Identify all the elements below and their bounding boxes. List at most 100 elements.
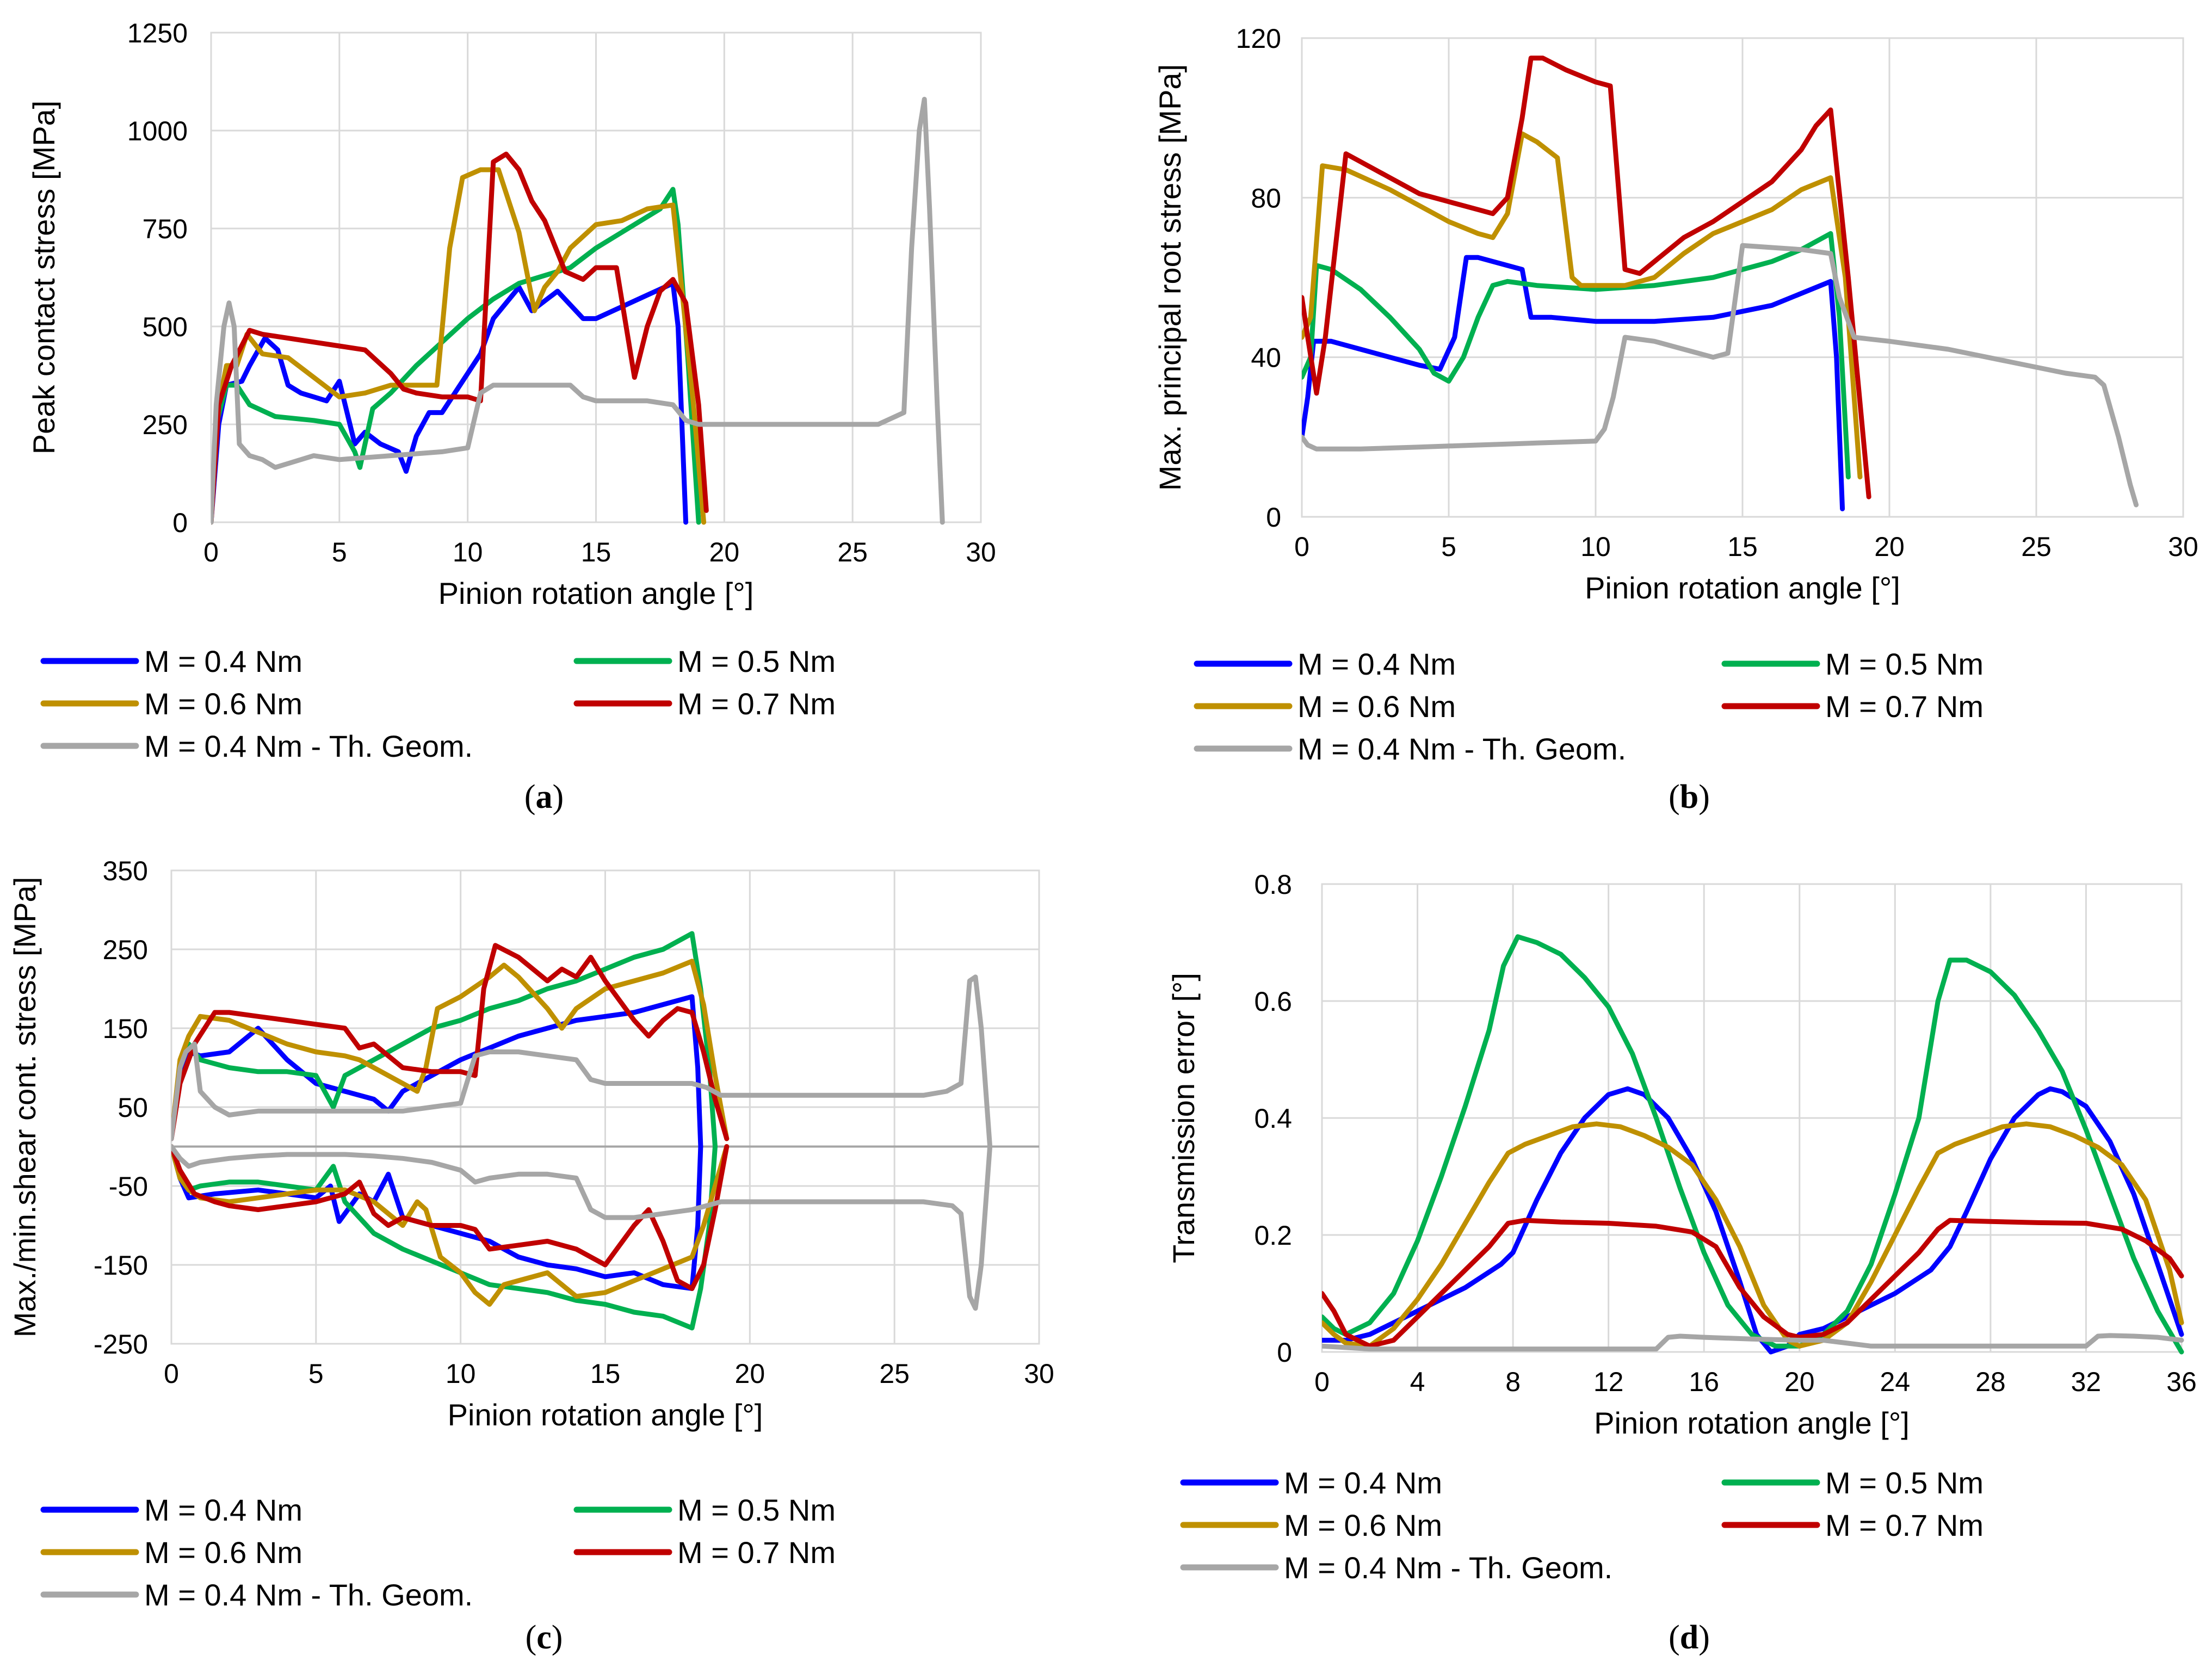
panel-label: (c) <box>526 1619 563 1656</box>
panel-label-letter: d <box>1680 1619 1698 1656</box>
x-tick-label: 30 <box>1024 1358 1054 1389</box>
legend-label: M = 0.4 Nm <box>144 644 302 678</box>
y-tick-label: 750 <box>143 214 188 244</box>
x-tick-label: 20 <box>709 537 740 567</box>
x-tick-label: 20 <box>1874 532 1905 562</box>
legend-label: M = 0.6 Nm <box>1284 1508 1442 1542</box>
x-tick-label: 5 <box>1441 532 1456 562</box>
y-tick-label: 250 <box>143 410 188 440</box>
legend-label: M = 0.4 Nm - Th. Geom. <box>144 1578 473 1612</box>
series-line-m06 <box>1322 1121 2184 1349</box>
x-tick-label: 8 <box>1505 1367 1521 1397</box>
series-group <box>1302 55 2139 511</box>
x-tick-label: 12 <box>1593 1367 1624 1397</box>
panel-label: (b) <box>1669 779 1710 816</box>
y-tick-label: 350 <box>103 856 148 886</box>
series-line-m05 <box>171 1144 718 1331</box>
panel-label-letter: b <box>1680 779 1698 816</box>
x-tick-label: 4 <box>1410 1367 1425 1397</box>
y-tick-label: 40 <box>1251 343 1281 373</box>
legend-label: M = 0.7 Nm <box>1825 689 1984 724</box>
panel-label: (d) <box>1669 1619 1710 1656</box>
legend-label: M = 0.7 Nm <box>677 687 836 721</box>
series-line-m04tg <box>1302 243 2139 508</box>
y-axis-title: Transmission error [°] <box>1166 973 1201 1263</box>
panel-label: (a) <box>524 779 564 816</box>
y-tick-label: 0.2 <box>1254 1220 1292 1251</box>
x-axis-title: Pinion rotation angle [°] <box>1594 1406 1910 1440</box>
legend-label: M = 0.4 Nm <box>144 1493 302 1527</box>
series-line-m04 <box>171 994 703 1149</box>
panel-label-close-paren: ) <box>552 1619 563 1656</box>
panel-label-open-paren: ( <box>1669 1619 1680 1656</box>
series-line-m05 <box>171 931 718 1149</box>
y-tick-label: 150 <box>103 1014 148 1044</box>
legend-label: M = 0.5 Nm <box>1825 1466 1984 1500</box>
x-tick-label: 36 <box>2166 1367 2197 1397</box>
legend-label: M = 0.7 Nm <box>1825 1508 1984 1542</box>
series-line-m05 <box>1322 934 2184 1355</box>
series-line-m06 <box>211 167 707 525</box>
x-tick-label: 25 <box>2021 532 2052 562</box>
x-tick-label: 10 <box>446 1358 476 1389</box>
y-axis-title: Max. principal root stress [MPa] <box>1153 64 1187 491</box>
series-line-m06 <box>171 1144 730 1307</box>
series-group <box>171 931 993 1331</box>
series-group <box>1322 934 2184 1355</box>
series-line-m07 <box>211 151 709 525</box>
plot-area <box>1321 883 2183 1353</box>
series-line-m05 <box>1302 231 1851 480</box>
x-axis-title: Pinion rotation angle [°] <box>438 576 754 610</box>
x-tick-label: 20 <box>735 1358 765 1389</box>
x-tick-label: 0 <box>1294 532 1309 562</box>
y-tick-label: 250 <box>103 935 148 965</box>
chart-panel-d: 0 4 8 12 16 20 24 28 32 36 0 0.2 0.4 0.6 0.8 Pinion rot… <box>1166 869 2197 1656</box>
x-tick-label: 0 <box>164 1358 179 1389</box>
panel-label-close-paren: ) <box>1698 779 1710 816</box>
series-line-m04tg <box>211 96 945 525</box>
y-axis-title: Max./min.shear cont. stress [MPa] <box>8 877 42 1337</box>
series-line-m06 <box>1302 131 1863 480</box>
x-tick-label: 25 <box>879 1358 910 1389</box>
panel-label-close-paren: ) <box>1698 1619 1710 1656</box>
x-tick-label: 32 <box>2071 1367 2102 1397</box>
series-group <box>211 96 945 525</box>
legend-label: M = 0.5 Nm <box>677 1493 836 1527</box>
x-tick-label: 30 <box>966 537 996 567</box>
series-line-m07 <box>1322 1218 2184 1349</box>
legend-label: M = 0.4 Nm - Th. Geom. <box>144 729 473 763</box>
x-tick-label: 16 <box>1689 1367 1719 1397</box>
y-tick-label: 0 <box>1277 1337 1292 1368</box>
x-tick-label: 10 <box>453 537 483 567</box>
y-tick-label: 0.6 <box>1254 986 1292 1017</box>
x-tick-label: 15 <box>1727 532 1758 562</box>
plot-area <box>170 869 1040 1345</box>
y-tick-label: 50 <box>118 1092 148 1123</box>
series-line-m07 <box>1302 55 1871 499</box>
y-tick-label: 0 <box>172 508 188 538</box>
panel-label-letter: a <box>536 779 553 816</box>
series-line-m07 <box>171 1144 730 1291</box>
y-tick-label: 0.8 <box>1254 869 1292 900</box>
series-line-m07 <box>171 943 730 1141</box>
x-tick-label: 5 <box>308 1358 324 1389</box>
legend-label: M = 0.5 Nm <box>677 644 836 678</box>
series-line-m04 <box>1322 1086 2184 1355</box>
x-tick-label: 0 <box>1314 1367 1330 1397</box>
panel-label-letter: c <box>536 1619 552 1656</box>
plot-area <box>210 32 982 523</box>
legend-label: M = 0.4 Nm <box>1284 1466 1442 1500</box>
series-line-m04tg <box>171 1144 993 1311</box>
x-tick-label: 0 <box>203 537 219 567</box>
y-tick-label: -250 <box>94 1329 148 1360</box>
x-tick-label: 5 <box>332 537 347 567</box>
y-tick-label: -50 <box>109 1171 148 1202</box>
x-tick-label: 15 <box>590 1358 621 1389</box>
chart-panel-c: 0 5 10 15 20 25 30 -250 -150 -50 50 150 250 350 Pinion… <box>8 856 1054 1656</box>
legend-label: M = 0.5 Nm <box>1825 647 1984 681</box>
panel-label-close-paren: ) <box>553 779 564 816</box>
y-tick-label: 1250 <box>127 18 188 48</box>
legend-label: M = 0.4 Nm - Th. Geom. <box>1284 1551 1612 1585</box>
x-tick-label: 20 <box>1784 1367 1815 1397</box>
